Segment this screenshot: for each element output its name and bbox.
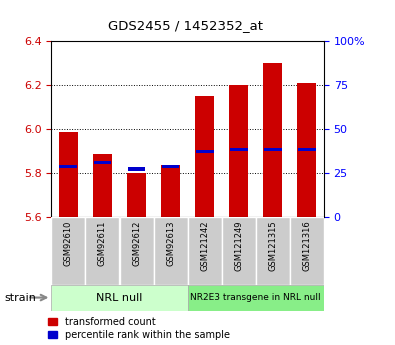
- Bar: [264, 148, 282, 151]
- Text: NR2E3 transgene in NRL null: NR2E3 transgene in NRL null: [190, 293, 321, 302]
- Bar: [230, 148, 248, 151]
- Legend: transformed count, percentile rank within the sample: transformed count, percentile rank withi…: [48, 317, 230, 340]
- Text: strain: strain: [4, 293, 36, 303]
- FancyBboxPatch shape: [85, 217, 119, 285]
- FancyBboxPatch shape: [188, 217, 222, 285]
- Text: GSM121316: GSM121316: [302, 221, 311, 272]
- Bar: [161, 165, 180, 217]
- Text: GSM92611: GSM92611: [98, 221, 107, 266]
- FancyBboxPatch shape: [51, 285, 188, 310]
- Text: GSM92610: GSM92610: [64, 221, 73, 266]
- Text: GDS2455 / 1452352_at: GDS2455 / 1452352_at: [108, 19, 263, 32]
- FancyBboxPatch shape: [188, 285, 324, 310]
- FancyBboxPatch shape: [120, 217, 154, 285]
- Text: GSM92613: GSM92613: [166, 221, 175, 266]
- Bar: [297, 83, 316, 217]
- Bar: [93, 154, 112, 217]
- Bar: [60, 165, 77, 168]
- Bar: [196, 150, 214, 153]
- FancyBboxPatch shape: [51, 217, 85, 285]
- FancyBboxPatch shape: [290, 217, 324, 285]
- Bar: [127, 173, 146, 217]
- FancyBboxPatch shape: [256, 217, 290, 285]
- Bar: [195, 96, 214, 217]
- Bar: [298, 148, 316, 151]
- Text: GSM121242: GSM121242: [200, 221, 209, 271]
- Text: NRL null: NRL null: [96, 293, 143, 303]
- Bar: [229, 85, 248, 217]
- Bar: [59, 131, 78, 217]
- Bar: [94, 161, 111, 164]
- FancyBboxPatch shape: [154, 217, 188, 285]
- Text: GSM92612: GSM92612: [132, 221, 141, 266]
- Bar: [263, 63, 282, 217]
- FancyBboxPatch shape: [222, 217, 256, 285]
- Text: GSM121315: GSM121315: [268, 221, 277, 271]
- Bar: [128, 167, 145, 171]
- Text: GSM121249: GSM121249: [234, 221, 243, 271]
- Bar: [162, 165, 179, 168]
